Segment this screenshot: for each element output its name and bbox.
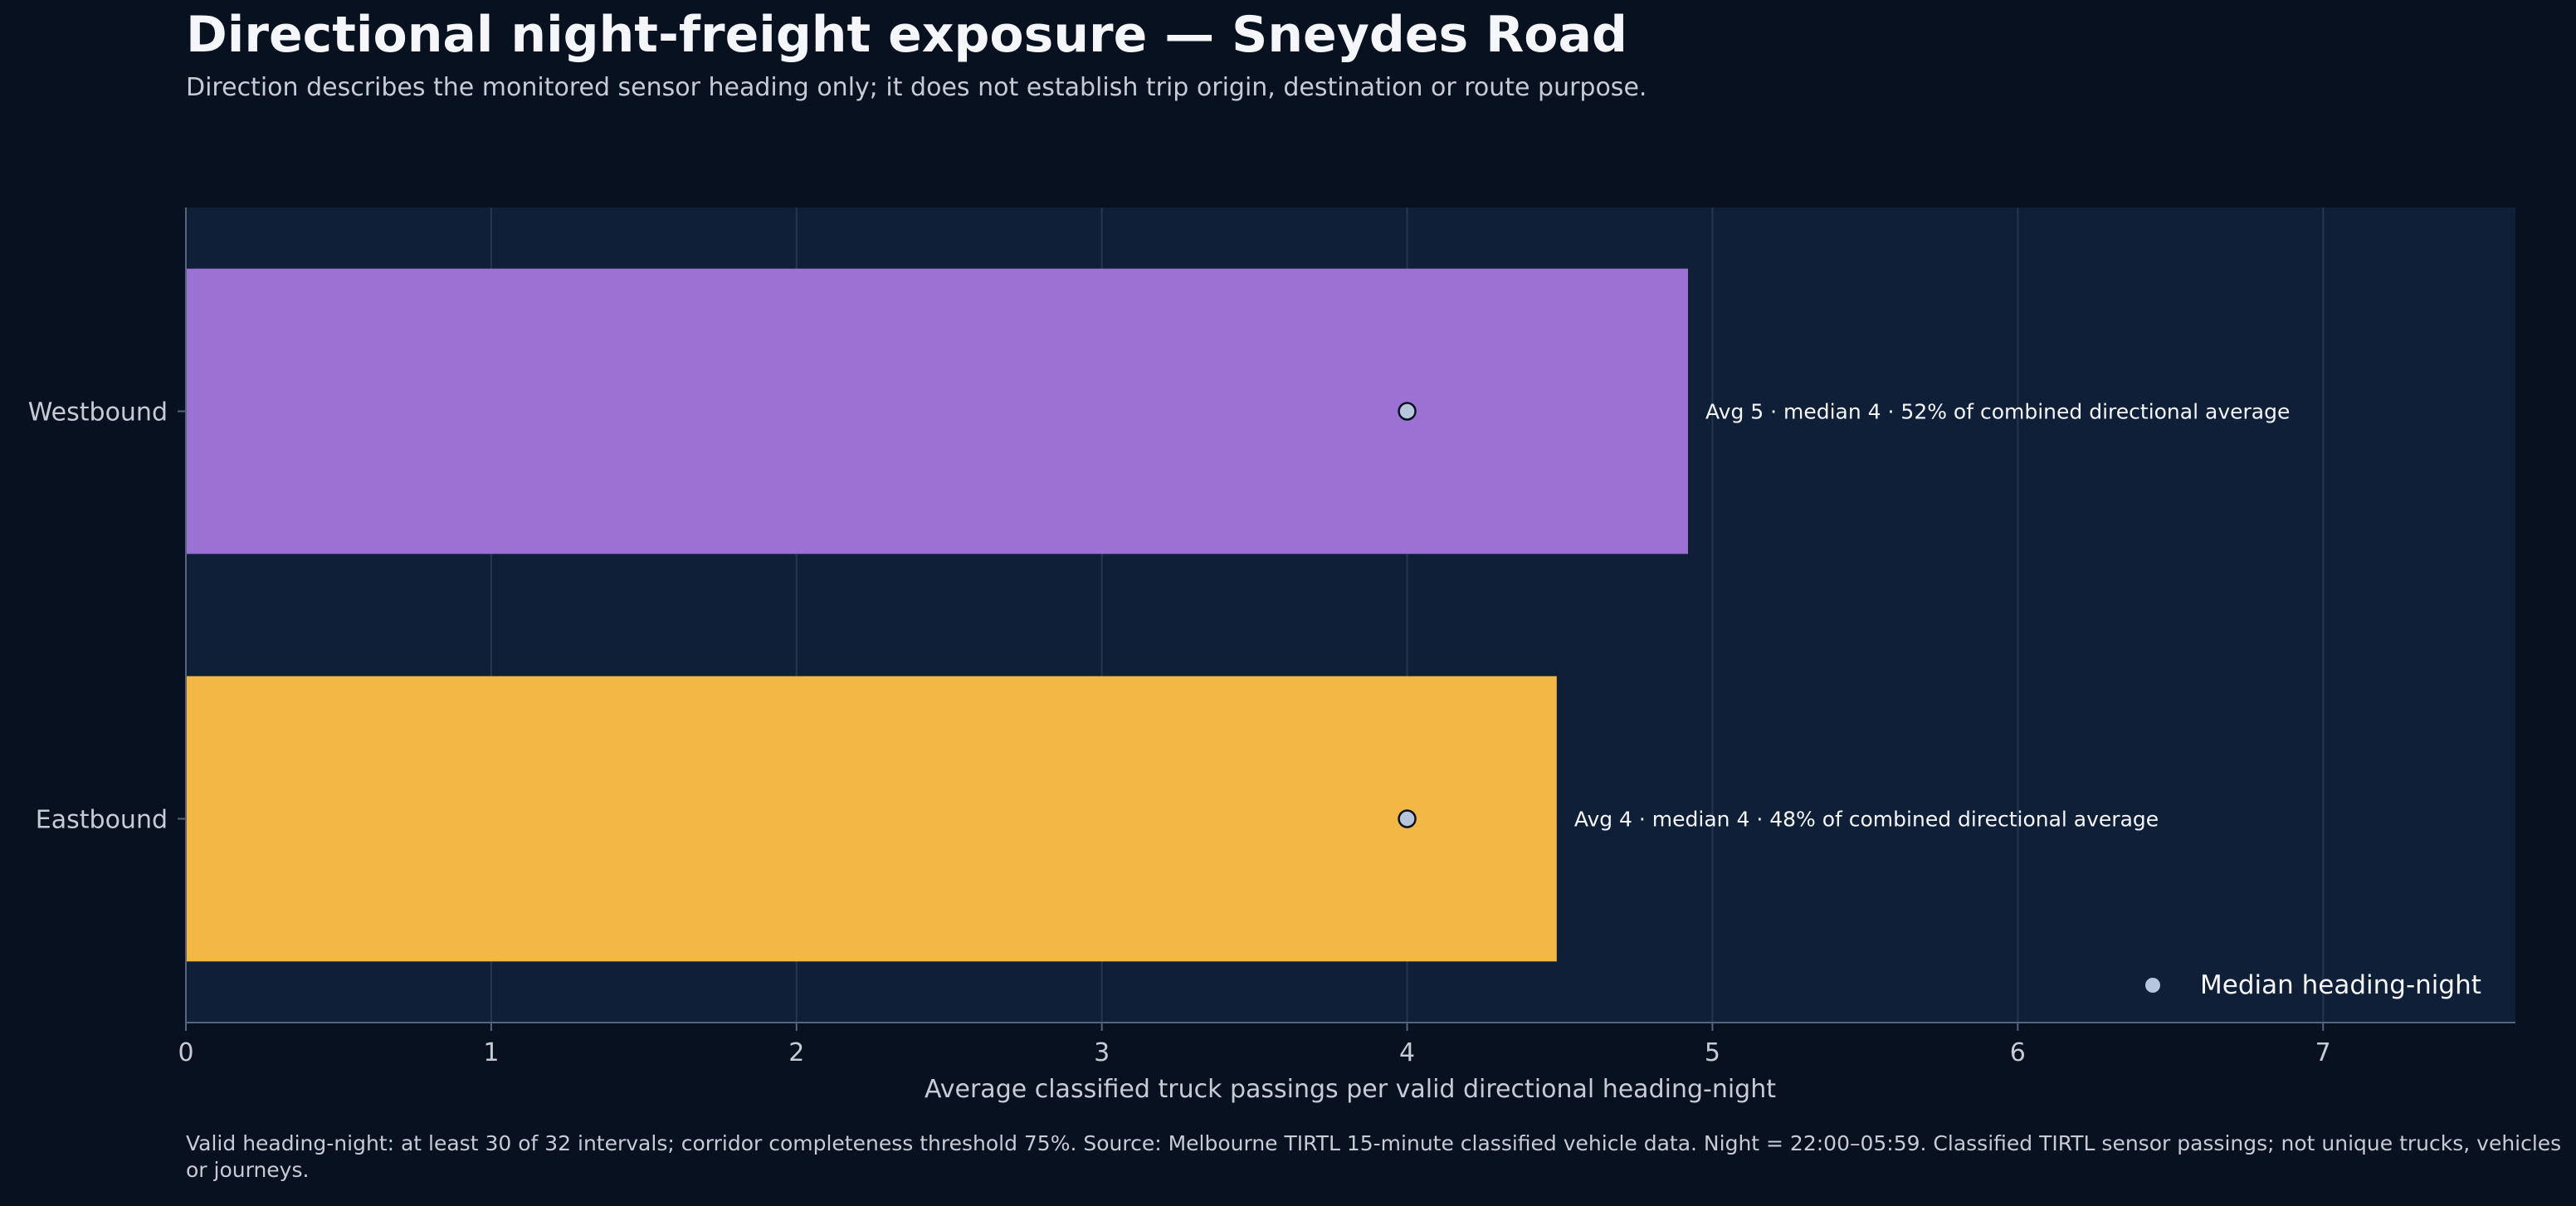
bar-label-eastbound: Avg 4 · median 4 · 48% of combined direc… <box>1574 808 2159 832</box>
y-tick-label-eastbound: Eastbound <box>36 806 168 835</box>
x-tick-label: 6 <box>2010 1038 2026 1067</box>
x-tick-label: 2 <box>788 1038 804 1067</box>
x-tick-label: 5 <box>1705 1038 1720 1067</box>
x-ticks: 0 1 2 3 4 5 6 7 <box>178 1023 2331 1067</box>
x-tick-label: 3 <box>1094 1038 1110 1067</box>
footnote: Valid heading-night: at least 30 of 32 i… <box>186 1131 2562 1182</box>
footnote-container: Valid heading-night: at least 30 of 32 i… <box>186 1131 2562 1182</box>
y-ticks: Westbound Eastbound <box>28 398 186 835</box>
bar-eastbound <box>186 676 1557 962</box>
chart-title: Directional night-freight exposure — Sne… <box>186 6 1627 64</box>
x-axis-label: Average classified truck passings per va… <box>925 1075 1776 1104</box>
x-tick-label: 0 <box>178 1038 193 1067</box>
x-tick-label: 7 <box>2315 1038 2331 1067</box>
median-markers <box>1398 402 1417 828</box>
bars <box>186 268 1689 962</box>
chart-subtitle: Direction describes the monitored sensor… <box>186 73 1647 102</box>
legend-entry-median: Median heading-night <box>2200 970 2481 1000</box>
bar-westbound <box>186 268 1689 554</box>
bar-label-westbound: Avg 5 · median 4 · 52% of combined direc… <box>1705 400 2290 424</box>
x-tick-label: 4 <box>1399 1038 1415 1067</box>
legend: Median heading-night <box>2145 970 2481 1000</box>
median-marker-westbound <box>1398 402 1417 421</box>
median-marker-eastbound <box>1398 809 1417 828</box>
x-tick-label: 1 <box>483 1038 499 1067</box>
y-tick-label-westbound: Westbound <box>28 398 168 427</box>
legend-median-marker <box>2145 978 2160 993</box>
bar-labels: Avg 5 · median 4 · 52% of combined direc… <box>1574 400 2291 832</box>
